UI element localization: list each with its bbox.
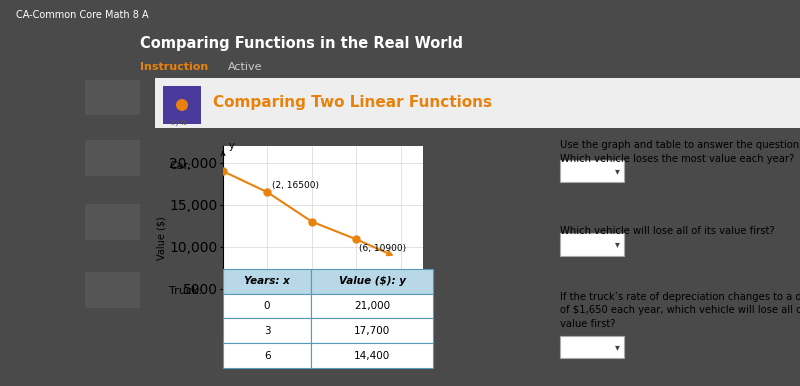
Text: Years: x: Years: x <box>244 276 290 286</box>
Bar <box>311 343 433 368</box>
Text: x: x <box>416 344 422 354</box>
Text: Which vehicle will lose all of its value first?: Which vehicle will lose all of its value… <box>560 226 774 236</box>
Text: ▾: ▾ <box>614 239 619 249</box>
Bar <box>155 78 800 128</box>
Bar <box>223 318 311 343</box>
Bar <box>86 80 139 115</box>
Bar <box>311 294 433 318</box>
FancyBboxPatch shape <box>560 336 624 358</box>
Text: 0: 0 <box>264 301 270 311</box>
Text: Try It: Try It <box>169 120 186 126</box>
Y-axis label: Value ($): Value ($) <box>157 217 166 261</box>
Text: Comparing Functions in the Real World: Comparing Functions in the Real World <box>140 36 463 51</box>
Text: Use the graph and table to answer the questions.
Which vehicle loses the most va: Use the graph and table to answer the qu… <box>560 141 800 164</box>
Text: Active: Active <box>228 63 262 73</box>
Text: Value ($): y: Value ($): y <box>338 276 406 286</box>
Text: 3: 3 <box>264 326 270 336</box>
Text: ▾: ▾ <box>614 166 619 176</box>
Text: (2, 16500): (2, 16500) <box>272 181 319 190</box>
FancyBboxPatch shape <box>560 160 624 182</box>
Text: CA-Common Core Math 8 A: CA-Common Core Math 8 A <box>16 10 149 20</box>
Bar <box>311 269 433 294</box>
Bar <box>223 294 311 318</box>
FancyBboxPatch shape <box>560 234 624 256</box>
Bar <box>223 269 311 294</box>
Text: 17,700: 17,700 <box>354 326 390 336</box>
Text: 6: 6 <box>264 350 270 361</box>
Text: Instruction: Instruction <box>140 63 208 73</box>
Text: 14,400: 14,400 <box>354 350 390 361</box>
Text: ▾: ▾ <box>614 342 619 352</box>
Bar <box>86 272 139 308</box>
Text: (6, 10900): (6, 10900) <box>358 244 406 253</box>
Text: Car:: Car: <box>169 161 192 171</box>
X-axis label: Years: Years <box>310 353 336 363</box>
Bar <box>163 86 201 124</box>
Bar <box>86 141 139 176</box>
Text: Truck:: Truck: <box>169 286 202 296</box>
Text: 21,000: 21,000 <box>354 301 390 311</box>
Bar <box>223 343 311 368</box>
Text: If the truck’s rate of depreciation changes to a decrease
of $1,650 each year, w: If the truck’s rate of depreciation chan… <box>560 292 800 328</box>
Circle shape <box>176 99 188 111</box>
Bar <box>86 205 139 240</box>
Text: Comparing Two Linear Functions: Comparing Two Linear Functions <box>213 95 492 110</box>
Bar <box>311 318 433 343</box>
Text: y: y <box>229 141 234 151</box>
